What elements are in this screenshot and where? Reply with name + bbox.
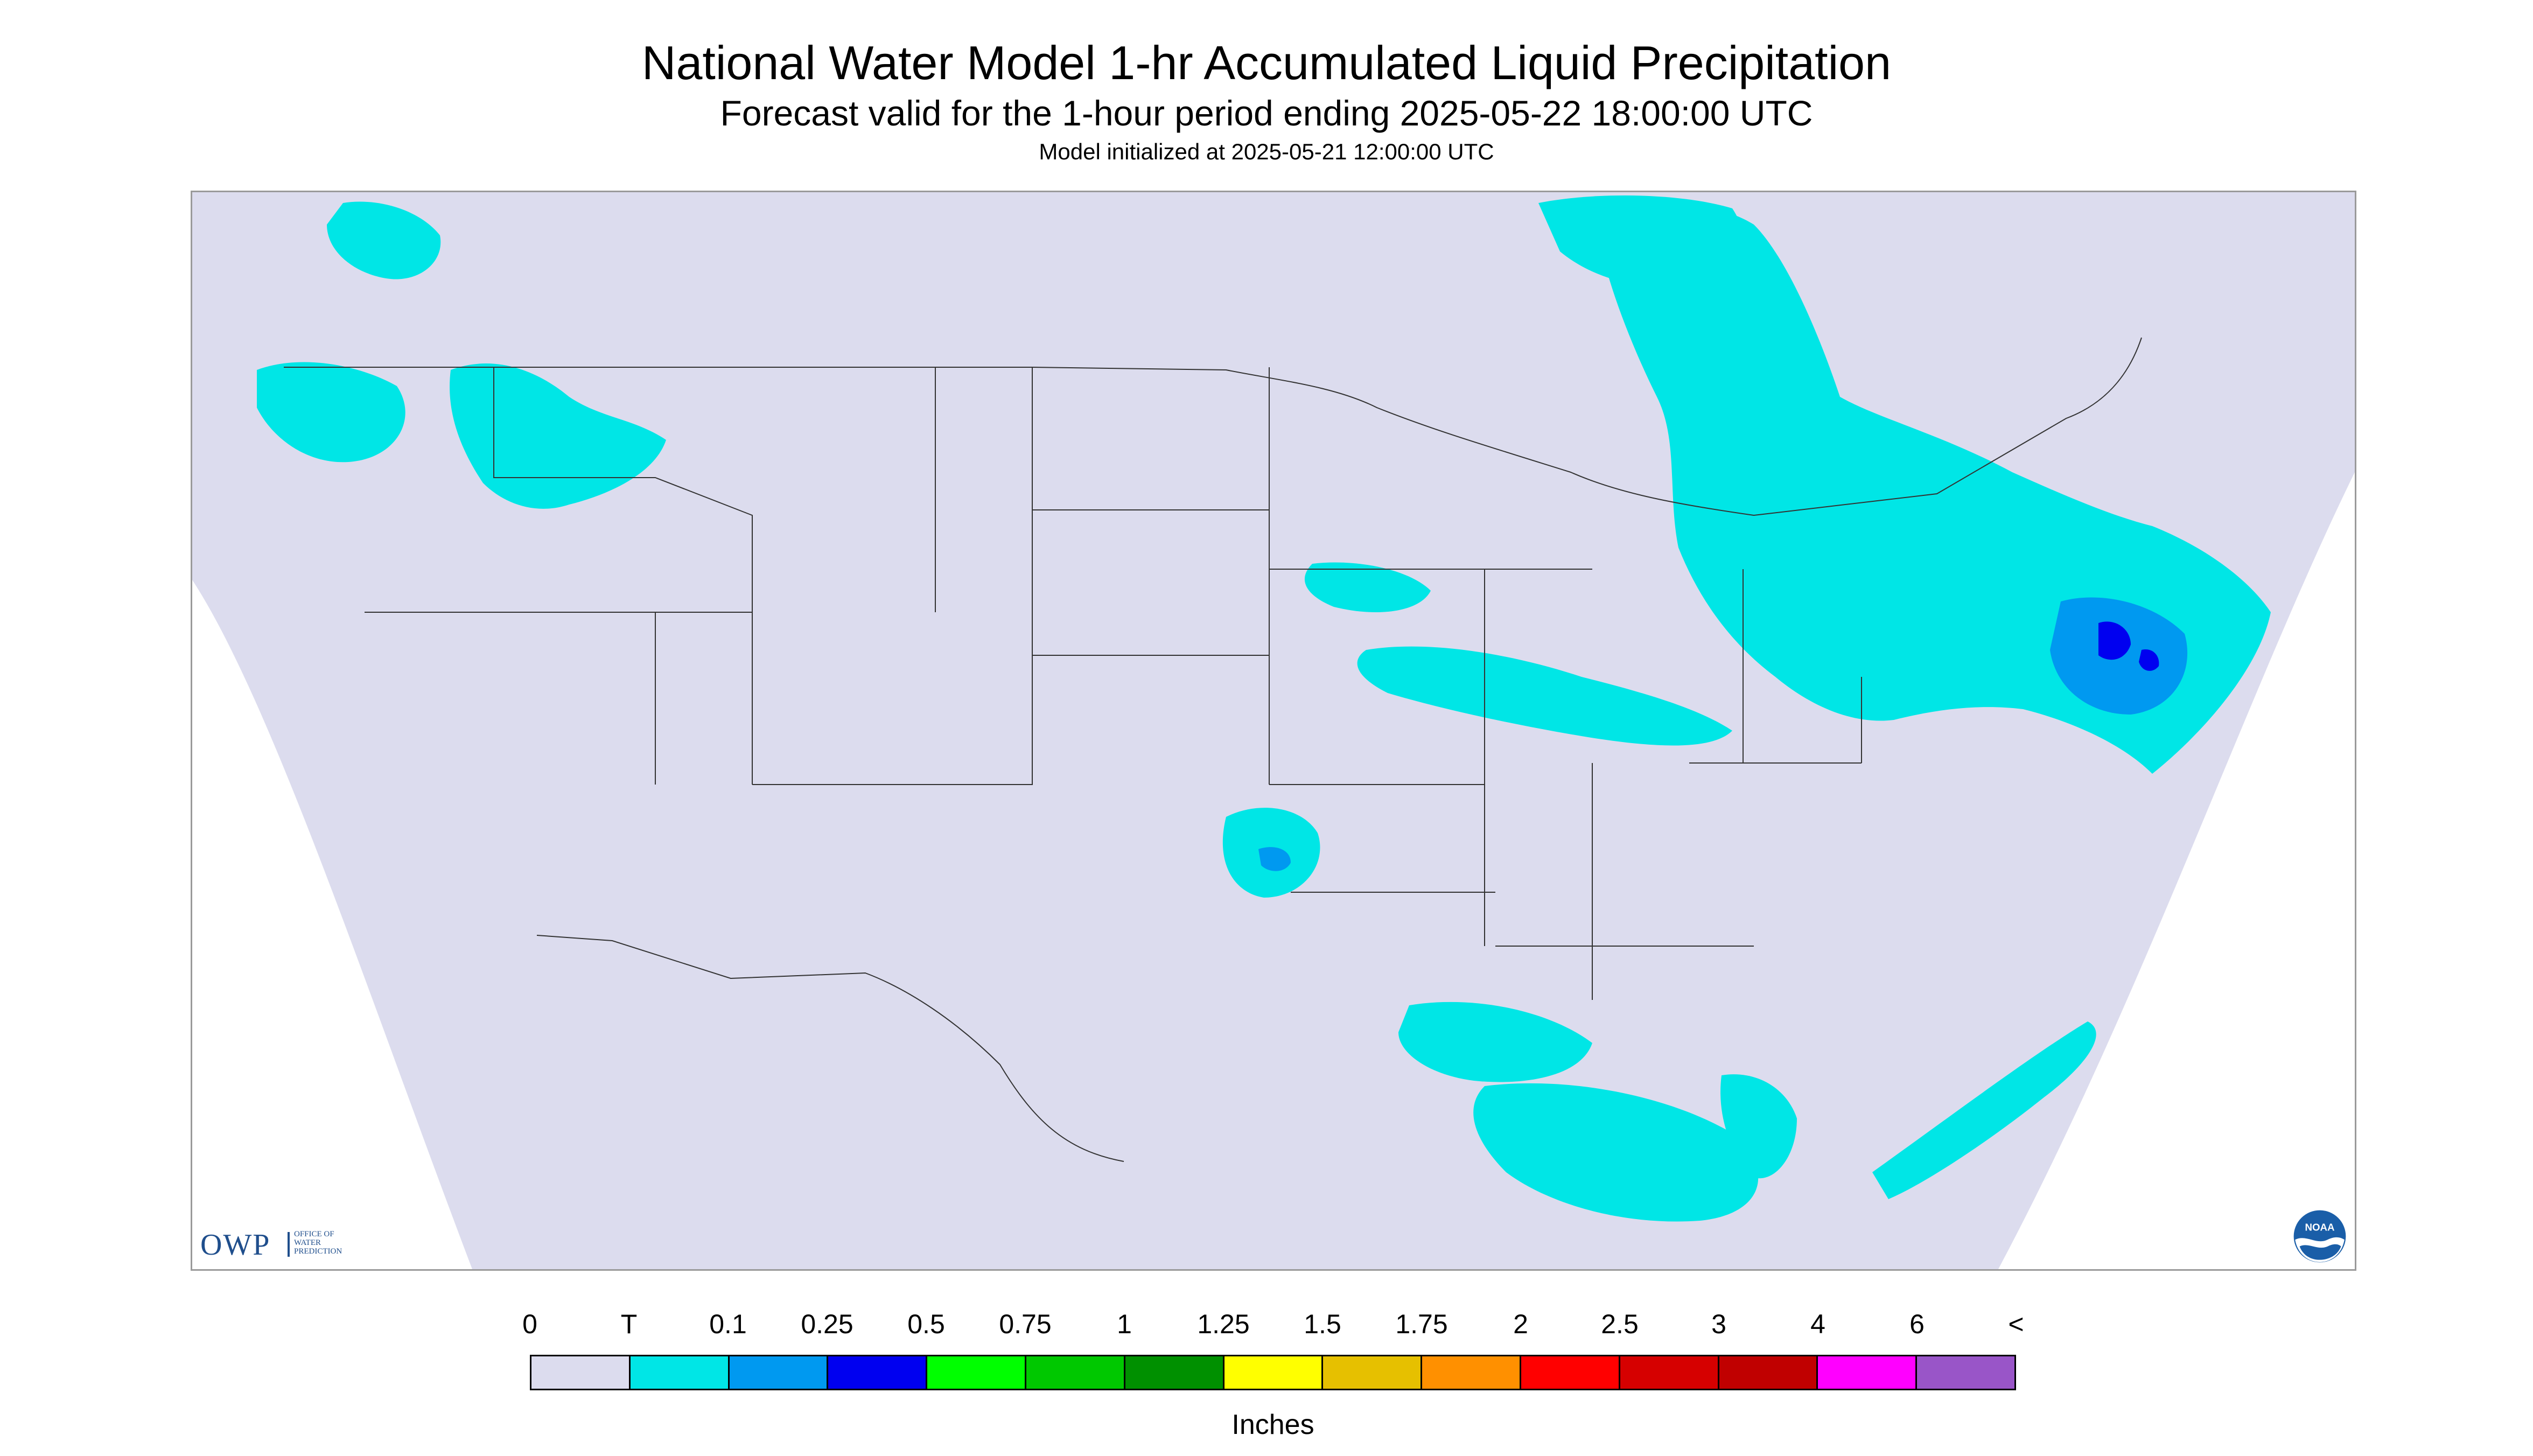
precip-area-new-england-heavy-2: [2139, 649, 2159, 671]
legend-swatch: [1620, 1356, 1719, 1389]
us-mexico-border: [536, 935, 1124, 1162]
legend-unit-label: Inches: [1231, 1409, 1314, 1440]
map-title: National Water Model 1-hr Accumulated Li…: [641, 36, 1892, 89]
legend-tick-label: 1.75: [1395, 1309, 1448, 1339]
legend-tick-label: 6: [1909, 1309, 1925, 1339]
precipitation-map: [191, 191, 2356, 1271]
owp-logo-line-3: PREDICTION: [294, 1247, 342, 1256]
noaa-logo-text: NOAA: [2305, 1222, 2335, 1233]
noaa-logo-icon: NOAA: [2292, 1208, 2348, 1264]
legend-swatch: [531, 1356, 631, 1389]
legend-color-bar: [530, 1355, 2016, 1390]
legend-swatch: [1125, 1356, 1224, 1389]
precip-area-bc-north: [327, 201, 441, 279]
state-lines-central: [1269, 569, 1862, 1000]
map-subtitle: Forecast valid for the 1-hour period end…: [720, 93, 1813, 133]
legend-swatch: [1026, 1356, 1125, 1389]
precip-area-new-england-heavy: [2098, 621, 2131, 660]
legend-tick-label: 4: [1810, 1309, 1825, 1339]
legend-swatch: [1818, 1356, 1918, 1389]
legend-tick-label: 0.25: [801, 1309, 853, 1339]
legend-swatch: [1323, 1356, 1423, 1389]
precip-area-quebec-north: [1538, 195, 1743, 288]
legend-tick-label: <: [2008, 1309, 2024, 1339]
precip-area-pacific-northwest: [257, 362, 405, 463]
canada-us-border: [284, 337, 2142, 516]
precip-area-atlantic-band: [1872, 1021, 2096, 1199]
precip-area-florida: [1720, 1074, 1797, 1179]
owp-logo-subtext: OFFICE OF WATER PREDICTION: [294, 1230, 369, 1256]
owp-logo-letters: OWP: [200, 1228, 271, 1262]
precipitation-legend: 0 T 0.1 0.25 0.5 0.75 1 1.25 1.5 1.75 2 2.5 3 4 6 < Inc…: [522, 1308, 2024, 1443]
legend-tick-label: 1.5: [1304, 1309, 1341, 1339]
legend-tick-label: 1: [1117, 1309, 1132, 1339]
legend-swatch: [828, 1356, 928, 1389]
precip-area-iowa: [1304, 562, 1431, 612]
precip-area-idaho-montana: [450, 363, 666, 509]
legend-tick-label: 1.25: [1197, 1309, 1250, 1339]
legend-tick-label: T: [620, 1309, 638, 1339]
state-lines-west: [365, 367, 1270, 785]
owp-logo-divider: [288, 1232, 290, 1257]
legend-swatch: [1422, 1356, 1521, 1389]
map-canvas: [192, 192, 2355, 1269]
model-init-text: Model initialized at 2025-05-21 12:00:00…: [1039, 139, 1494, 164]
legend-tick-label: 0.5: [907, 1309, 945, 1339]
precip-area-gulf-of-mexico: [1473, 1083, 1759, 1222]
legend-tick-label: 3: [1711, 1309, 1726, 1339]
legend-swatch: [1521, 1356, 1620, 1389]
legend-swatch: [630, 1356, 730, 1389]
owp-logo-line-2: WATER: [294, 1238, 321, 1247]
boundary-lines: [284, 337, 2142, 1162]
precip-area-oklahoma-moderate: [1258, 847, 1291, 871]
legend-swatch: [1917, 1356, 2014, 1389]
legend-tick-label: 0: [522, 1309, 537, 1339]
owp-logo-line-1: OFFICE OF: [294, 1230, 334, 1238]
legend-swatch: [927, 1356, 1026, 1389]
precip-area-midwest-band: [1357, 646, 1732, 746]
precip-area-gulf-coast: [1398, 1002, 1592, 1082]
owp-logo: OWP OFFICE OF WATER PREDICTION: [200, 1228, 373, 1262]
legend-tick-label: 2: [1513, 1309, 1528, 1339]
legend-tick-label: 0.75: [999, 1309, 1052, 1339]
legend-swatch: [1224, 1356, 1324, 1389]
legend-tick-label: 2.5: [1601, 1309, 1639, 1339]
legend-tick-label: 0.1: [709, 1309, 747, 1339]
legend-swatch: [729, 1356, 829, 1389]
precip-heavy-areas: [2098, 621, 2159, 671]
legend-swatch: [1719, 1356, 1818, 1389]
